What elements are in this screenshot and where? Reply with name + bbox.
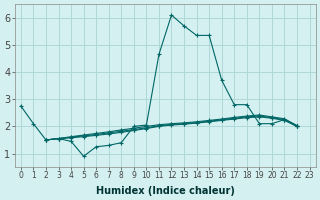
- X-axis label: Humidex (Indice chaleur): Humidex (Indice chaleur): [96, 186, 235, 196]
